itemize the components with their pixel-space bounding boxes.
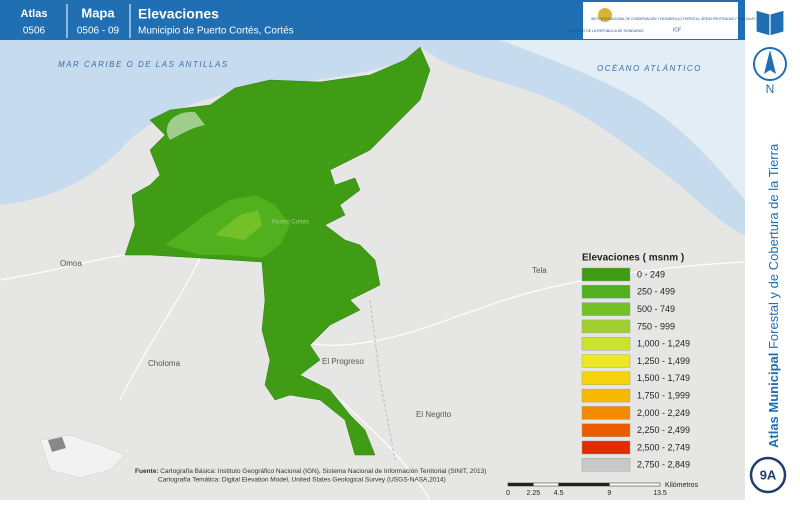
north-arrow	[764, 50, 776, 74]
scale-tick-label: 4.5	[554, 490, 564, 497]
place-label: OCÉANO ATLÁNTICO	[597, 64, 702, 73]
locator-highlight	[48, 437, 66, 452]
legend-label: 250 - 499	[637, 287, 675, 297]
scale-segment	[507, 482, 534, 487]
elevation-500-749	[215, 210, 262, 240]
legend-swatch	[581, 406, 631, 420]
sidebar-title-bold: Atlas Municipal	[766, 353, 781, 448]
road	[0, 254, 126, 281]
legend-swatch	[581, 440, 631, 455]
logo-text: INSTITUTO NACIONAL DE CONSERVACIÓN Y DES…	[591, 16, 763, 21]
road	[329, 389, 431, 501]
legend-swatch	[581, 388, 631, 403]
legend-swatch	[581, 371, 631, 385]
book-icon	[755, 9, 785, 37]
sea	[0, 40, 745, 235]
legend-label: 2,500 - 2,749	[637, 442, 690, 452]
title: Elevaciones	[138, 6, 219, 22]
scale-tick-label: 9	[607, 490, 611, 497]
source: Fuente: Cartografía Básica: Instituto Ge…	[135, 468, 486, 475]
legend-swatch	[581, 423, 631, 437]
source-label: Fuente:	[135, 468, 158, 475]
legend-label: 1,250 - 1,499	[637, 356, 690, 366]
legend-label: 2,250 - 2,499	[637, 425, 690, 435]
place-label: Choloma	[148, 359, 181, 368]
sea-shallow	[500, 40, 745, 200]
boundary	[369, 299, 396, 461]
source-text: Cartografía Temática: Digital Elevation …	[158, 477, 446, 484]
place-label: Tela	[532, 266, 547, 275]
legend-swatch	[581, 319, 631, 334]
legend-label: 1,000 - 1,249	[637, 339, 690, 349]
scale-unit: Kilómetros	[665, 482, 699, 489]
subtitle: Municipio de Puerto Cortés, Cortés	[138, 26, 294, 37]
map-label: Mapa	[81, 5, 115, 20]
scale-tick-label: 13.5	[653, 490, 667, 497]
place-label: Puerto Cortés	[272, 220, 309, 226]
atlas-label: Atlas	[21, 8, 48, 20]
legend-label: 500 - 749	[637, 304, 675, 314]
place-label: MAR CARIBE O DE LAS ANTILLAS	[58, 60, 229, 69]
legend-label: 2,750 - 2,849	[637, 460, 690, 470]
bay	[166, 111, 205, 140]
map-code: 0506 - 09	[77, 26, 120, 37]
sidebar-title-rest: Forestal y de Cobertura de la Tierra	[766, 143, 781, 349]
logo-text: ICF	[673, 27, 681, 33]
badge	[749, 456, 787, 494]
municipality-elevation-0-249	[124, 46, 431, 456]
badge-label: 9A	[760, 467, 777, 482]
atlas-code: 0506	[23, 26, 46, 37]
legend-label: 0 - 249	[637, 269, 665, 279]
source-text: Cartografía Básica: Instituto Geográfico…	[160, 468, 486, 475]
place-label: El Progreso	[322, 357, 364, 366]
legend-swatch	[581, 337, 631, 351]
legend-swatch	[581, 285, 631, 299]
north-label: N	[766, 82, 775, 96]
place-label: Omoa	[60, 259, 82, 268]
legend-title: Elevaciones ( msnm )	[582, 253, 684, 264]
legend: Elevaciones ( msnm ) 0 - 249 250 - 499 500…	[581, 253, 690, 472]
logo-text: GOBIERNO DE LA REPÚBLICA DE HONDURAS	[566, 29, 644, 33]
legend-swatch	[581, 267, 631, 282]
scale-segment	[609, 482, 661, 487]
scale-tick-label: 2.25	[527, 490, 541, 497]
road	[264, 261, 746, 346]
logo-emblem	[598, 8, 612, 22]
legend-label: 1,500 - 1,749	[637, 373, 690, 383]
road	[119, 257, 201, 401]
legend-swatch	[581, 458, 631, 472]
place-label: El Negrito	[416, 410, 452, 419]
scale-segment	[533, 482, 559, 487]
legend-swatch	[581, 354, 631, 368]
scale-segment	[558, 482, 610, 487]
scale-tick-label: 0	[506, 490, 510, 497]
roads	[0, 254, 746, 501]
legend-label: 1,750 - 1,999	[637, 390, 690, 400]
legend-label: 750 - 999	[637, 321, 675, 331]
legend-label: 2,000 - 2,249	[637, 408, 690, 418]
sidebar-title: Atlas Municipal Forestal y de Cobertura …	[766, 143, 781, 448]
legend-swatch	[581, 302, 631, 316]
